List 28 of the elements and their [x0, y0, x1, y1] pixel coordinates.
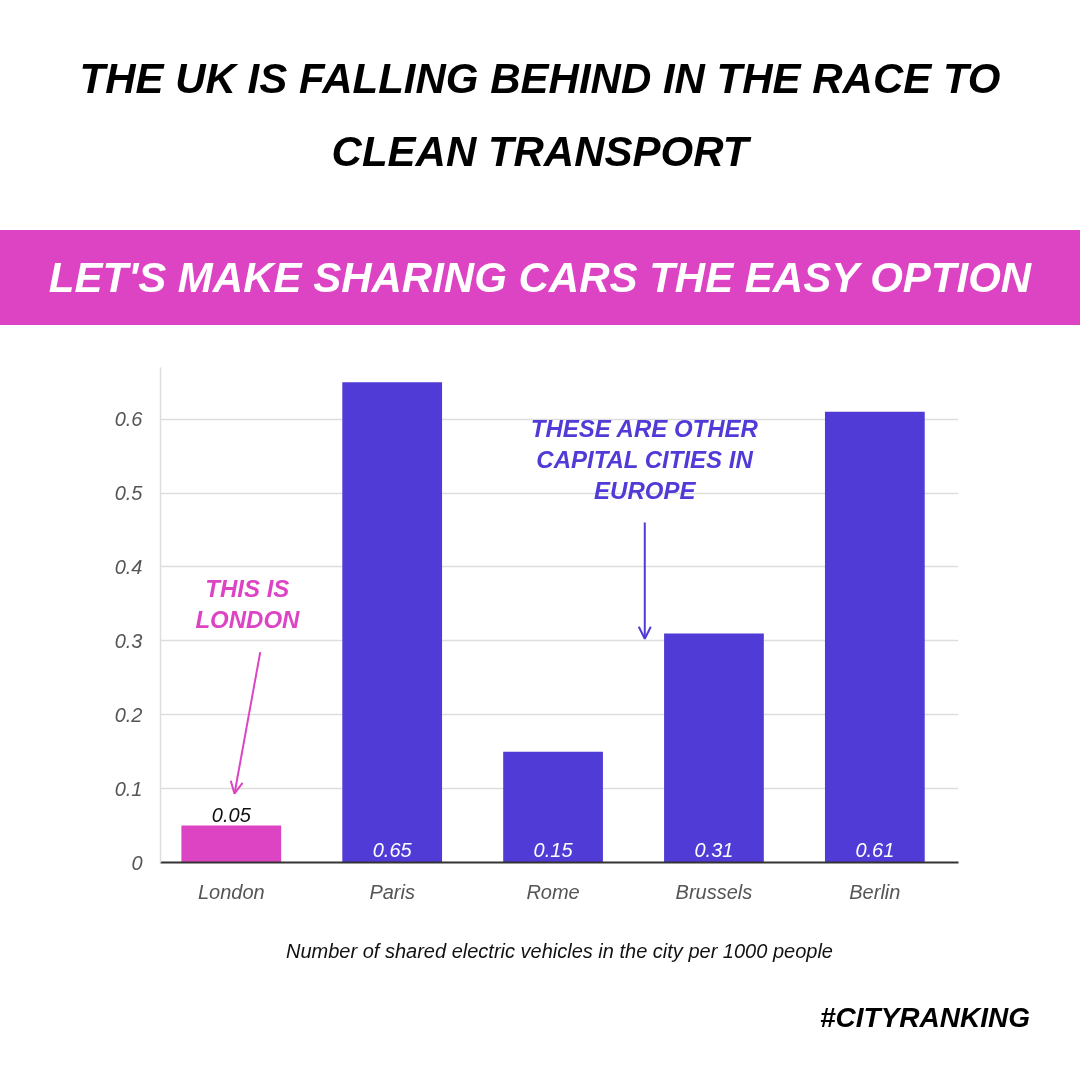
chart-subtitle: LET'S MAKE SHARING CARS THE EASY OPTION — [0, 230, 1080, 325]
data-label: 0.05 — [211, 803, 252, 826]
bar — [824, 411, 925, 863]
x-tick-label: Berlin — [849, 880, 901, 903]
y-tick-label: 0.4 — [114, 555, 143, 578]
annotation: THESE ARE OTHER CAPITAL CITIES IN EUROPE — [530, 414, 759, 504]
x-axis-title: Number of shared electric vehicles in the city per 1000 people — [286, 939, 833, 962]
y-tick-label: 0.6 — [114, 408, 144, 431]
data-label: 0.31 — [694, 838, 734, 861]
bar — [664, 633, 764, 863]
y-tick-label: 0.3 — [114, 629, 143, 652]
data-label: 0.65 — [372, 838, 413, 861]
x-tick-label: Brussels — [675, 880, 753, 903]
bar — [342, 382, 443, 863]
x-tick-label: Rome — [526, 880, 580, 903]
text: #CITYRANKING — [819, 1000, 1030, 1035]
y-tick-label: 0 — [131, 851, 143, 874]
x-tick-label: London — [197, 880, 265, 903]
y-tick-label: 0.1 — [114, 777, 143, 800]
data-label: 0.61 — [855, 838, 895, 861]
y-tick-label: 0.5 — [114, 482, 144, 505]
x-tick-label: Paris — [369, 880, 415, 903]
data-label: 0.15 — [533, 838, 574, 861]
y-tick-label: 0.2 — [114, 703, 143, 726]
bar — [503, 751, 603, 863]
bar — [181, 825, 282, 863]
chart-title: THE UK IS FALLING BEHIND IN THE RACE TO CLEAN TRANSPORT — [78, 53, 1002, 177]
annotation: THIS IS LONDON — [195, 575, 301, 634]
